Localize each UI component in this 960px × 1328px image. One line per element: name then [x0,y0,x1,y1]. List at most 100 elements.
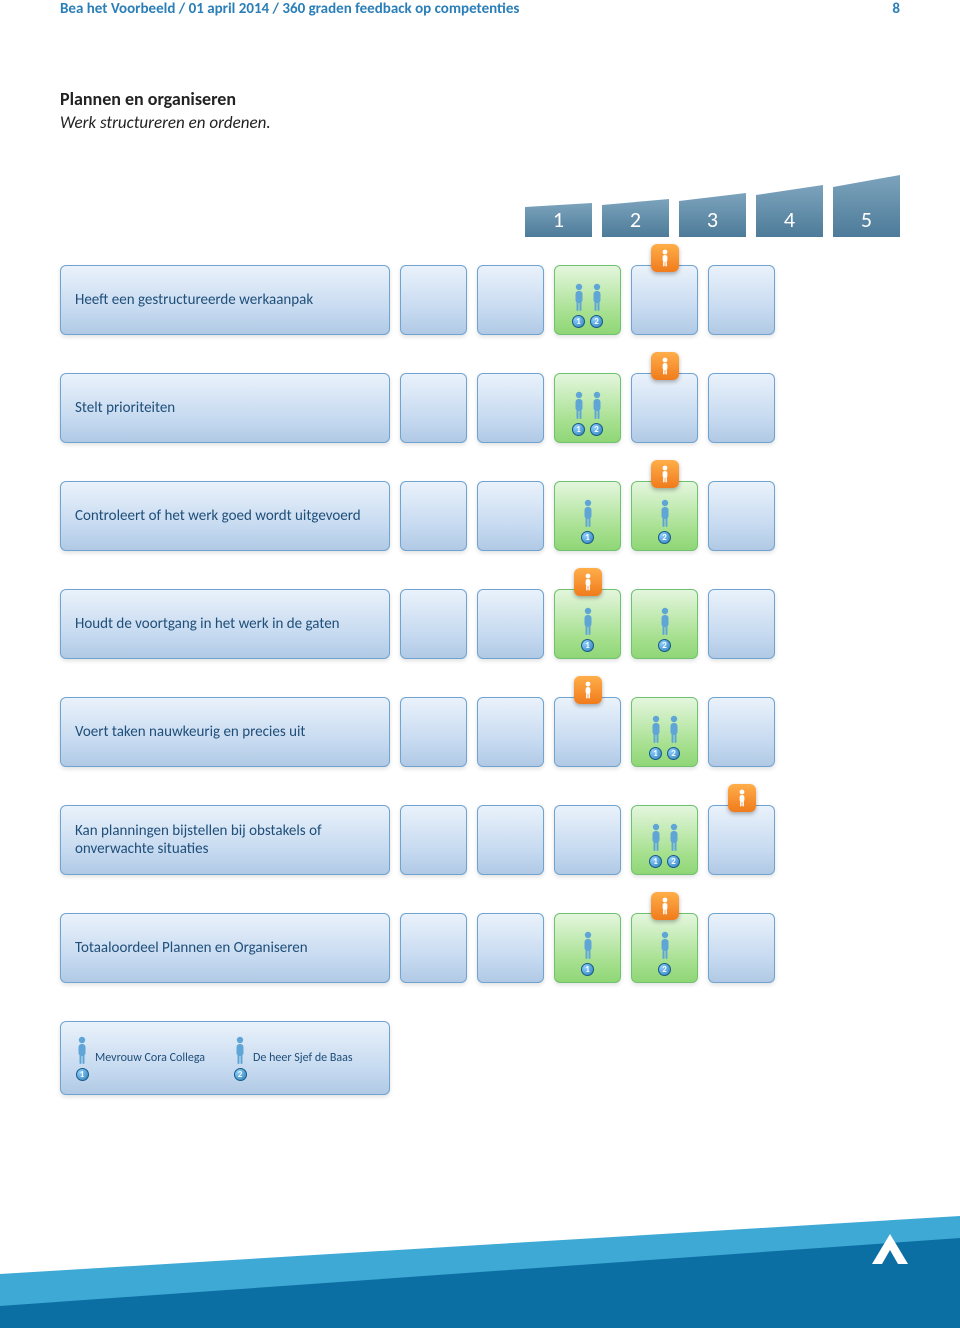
colleague-badge: 1 [572,315,585,328]
rating-cell [477,481,544,551]
rating-cell [400,265,467,335]
colleague-badge: 2 [667,747,680,760]
colleague-marker-1: 1 [649,823,663,868]
rating-cell [400,697,467,767]
scale-col-4: 4 [756,185,823,237]
rating-cell: 1 2 [631,805,698,875]
rating-cell: 1 [554,589,621,659]
colleague-marker-1: 1 [572,391,586,436]
legend-item: 1 Mevrouw Cora Collega [75,1036,205,1081]
colleague-badge: 2 [658,639,671,652]
colleague-badge: 1 [649,747,662,760]
rating-cell [631,265,698,335]
colleague-marker-2: 2 [667,715,681,760]
colleague-badge: 1 [581,531,594,544]
competency-row: Voert taken nauwkeurig en precies uit 1 … [60,697,900,767]
competency-label: Kan planningen bijstellen bij obstakels … [60,805,390,875]
self-marker-icon [574,676,602,712]
colleague-badge: 2 [658,963,671,976]
colleague-markers: 2 [658,931,672,976]
header-page-no: 8 [892,0,900,18]
rating-cell [708,805,775,875]
colleague-badge: 2 [590,423,603,436]
rating-cell: 1 [554,913,621,983]
self-marker-icon [651,244,679,280]
legend-box: 1 Mevrouw Cora Collega 2 De heer Sjef de… [60,1021,390,1095]
legend-label: Mevrouw Cora Collega [95,1051,205,1065]
colleague-badge: 1 [649,855,662,868]
colleague-badge: 2 [658,531,671,544]
competency-label: Stelt prioriteiten [60,373,390,443]
rating-cell [631,373,698,443]
rating-cell [477,805,544,875]
rating-cell [708,373,775,443]
colleague-marker-1: 1 [649,715,663,760]
colleague-badge: 1 [581,963,594,976]
rating-cell: 2 [631,589,698,659]
rating-cell [477,697,544,767]
rating-cell: 1 2 [631,697,698,767]
colleague-badge: 2 [667,855,680,868]
colleague-badge: 1 [572,423,585,436]
colleague-marker-2: 2 [658,499,672,544]
scale-bar-label: 1 [525,203,592,237]
scale-col-3: 3 [679,193,746,237]
scale-bar-label: 5 [833,175,900,237]
competency-label: Voert taken nauwkeurig en precies uit [60,697,390,767]
competency-rows: Heeft een gestructureerde werkaanpak 1 2… [60,265,900,983]
section-subtitle: Werk structureren en ordenen. [60,112,900,133]
colleague-markers: 1 2 [649,715,681,760]
rating-cell [400,481,467,551]
colleague-markers: 2 [658,607,672,652]
footer-decoration [0,1188,960,1328]
legend-badge: 1 [76,1068,89,1081]
rating-cell [400,589,467,659]
colleague-marker-1: 1 [572,283,586,328]
colleague-markers: 1 2 [572,391,604,436]
rating-cell [400,373,467,443]
scale-col-5: 5 [833,175,900,237]
self-marker-icon [651,892,679,928]
header-title: Bea het Voorbeeld / 01 april 2014 / 360 … [60,0,519,18]
competency-label: Heeft een gestructureerde werkaanpak [60,265,390,335]
legend-label: De heer Sjef de Baas [253,1051,353,1065]
rating-cell [708,265,775,335]
rating-cell: 2 [631,481,698,551]
rating-cell [554,697,621,767]
competency-label: Houdt de voortgang in het werk in de gat… [60,589,390,659]
colleague-markers: 1 [581,607,595,652]
colleague-marker-2: 2 [590,391,604,436]
colleague-marker-2: 2 [590,283,604,328]
competency-row: Controleert of het werk goed wordt uitge… [60,481,900,551]
rating-cell [708,481,775,551]
colleague-markers: 1 2 [572,283,604,328]
colleague-marker-1: 1 [581,499,595,544]
scale-col-1: 1 [525,203,592,237]
colleague-marker-2: 2 [658,931,672,976]
self-marker-icon [728,784,756,820]
rating-cell [708,697,775,767]
colleague-marker-2: 2 [667,823,681,868]
competency-row: Totaaloordeel Plannen en Organiseren 1 2 [60,913,900,983]
scale-bar-label: 2 [602,199,669,237]
competency-row: Heeft een gestructureerde werkaanpak 1 2 [60,265,900,335]
colleague-badge: 1 [581,639,594,652]
rating-cell [554,805,621,875]
rating-cell [400,805,467,875]
rating-cell [477,589,544,659]
footer-logo-icon [870,1232,910,1266]
rating-cell [708,913,775,983]
competency-label: Controleert of het werk goed wordt uitge… [60,481,390,551]
section-title: Plannen en organiseren [60,88,900,110]
rating-cell [400,913,467,983]
colleague-markers: 1 [581,931,595,976]
self-marker-icon [651,352,679,388]
colleague-markers: 1 [581,499,595,544]
rating-scale: 12345 [60,173,900,237]
rating-cell: 1 2 [554,265,621,335]
legend-badge: 2 [234,1068,247,1081]
competency-label: Totaaloordeel Plannen en Organiseren [60,913,390,983]
rating-cell: 2 [631,913,698,983]
colleague-marker-1: 1 [581,931,595,976]
colleague-marker-2: 2 [658,607,672,652]
